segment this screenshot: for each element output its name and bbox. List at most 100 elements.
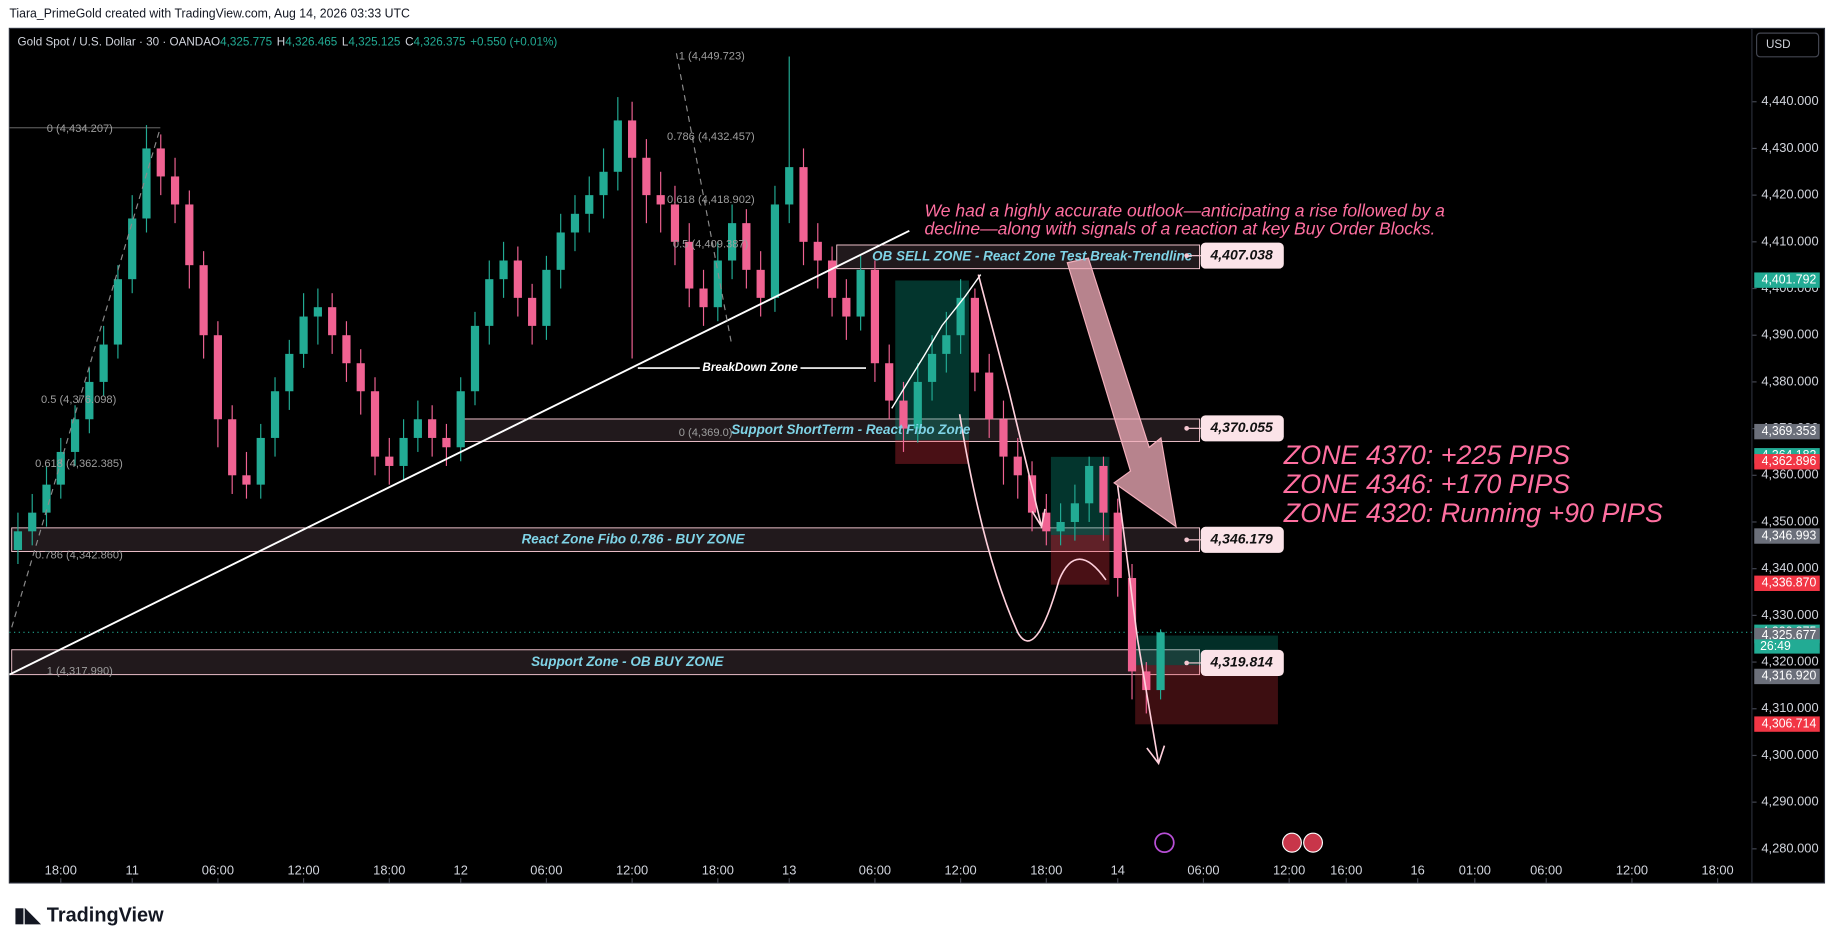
candle-body xyxy=(428,419,437,438)
x-tick-label: 12 xyxy=(454,862,468,877)
price-tag-label: 4,362.896 xyxy=(1762,454,1817,468)
candle-body xyxy=(542,269,551,326)
candle-body xyxy=(399,437,408,466)
trendline xyxy=(8,229,910,676)
fib-trend xyxy=(675,53,733,344)
y-tick-label: 4,320.000 xyxy=(1761,653,1818,668)
currency[interactable]: USD xyxy=(1766,38,1791,51)
long-stop xyxy=(895,440,969,464)
zone-price-box xyxy=(1200,649,1284,676)
currency-button[interactable] xyxy=(1756,32,1820,58)
zone-label: Support ShortTerm - React Fibo Zone xyxy=(731,422,971,437)
candle-body xyxy=(299,316,308,354)
x-tick-label: 13 xyxy=(782,862,796,877)
x-tick-label: 18:00 xyxy=(45,862,77,877)
price-tag xyxy=(1754,423,1820,440)
x-tick-label: 18:00 xyxy=(1030,862,1062,877)
price-tag-label: 4,346.993 xyxy=(1762,528,1817,542)
candle-body xyxy=(685,241,694,289)
candle-body xyxy=(1027,475,1037,513)
candle-body xyxy=(570,213,580,233)
ohlc-value: 4,326.375 xyxy=(414,36,466,49)
candle-body xyxy=(756,269,765,298)
candle-body xyxy=(342,335,351,364)
zone-dot xyxy=(1184,537,1190,543)
price-tag xyxy=(1754,528,1820,544)
candle-body xyxy=(642,157,651,196)
zone-price: 4,346.179 xyxy=(1209,531,1273,547)
candle-body xyxy=(670,204,680,242)
ohlc-key: H xyxy=(277,36,285,49)
candle-body xyxy=(899,400,908,429)
candle-body xyxy=(1113,512,1122,579)
candle-body xyxy=(385,456,394,466)
zone-price-box xyxy=(1200,415,1284,442)
candle-body xyxy=(199,265,208,336)
path-line xyxy=(891,274,982,409)
fib-label: 0.786 (4,342.860) xyxy=(35,549,123,561)
zone-dot xyxy=(1184,253,1190,259)
candle-body xyxy=(328,307,337,336)
y-tick-label: 4,430.000 xyxy=(1761,140,1818,155)
candle-body xyxy=(28,512,37,532)
candle-body xyxy=(856,269,865,317)
candle-body xyxy=(770,204,780,298)
x-tick-label: 12:00 xyxy=(287,862,319,877)
symbol-name: Gold Spot / U.S. Dollar · 30 · OANDA xyxy=(18,36,212,49)
price-tag xyxy=(1754,454,1820,470)
candle-body xyxy=(956,297,965,336)
zone-price: 4,319.814 xyxy=(1209,654,1273,670)
candle-body xyxy=(842,297,851,317)
y-tick-label: 4,360.000 xyxy=(1761,467,1818,482)
zone-label: Support Zone - OB BUY ZONE xyxy=(531,654,724,669)
candle-body xyxy=(742,223,751,270)
candle-body xyxy=(1142,671,1151,691)
zone-price-box xyxy=(1200,242,1284,269)
zone-price: 4,370.055 xyxy=(1209,419,1274,435)
brand: TradingView xyxy=(47,904,164,926)
arrow-down xyxy=(1116,485,1166,766)
comment: We had a highly accurate outlook—anticip… xyxy=(925,200,1446,220)
candle-body xyxy=(113,279,123,345)
candle-body xyxy=(1156,632,1165,691)
candle-body xyxy=(713,260,722,308)
candle-body xyxy=(170,176,180,205)
y-tick-label: 4,340.000 xyxy=(1761,560,1818,575)
candle-body xyxy=(85,381,94,420)
price-tag xyxy=(1754,272,1820,288)
candle-body xyxy=(585,195,594,214)
candle-body xyxy=(599,171,608,196)
price-tag xyxy=(1754,716,1820,732)
ohlc-key: L xyxy=(342,36,349,49)
event-icon[interactable] xyxy=(1303,832,1324,853)
zone-dot xyxy=(1184,425,1190,431)
y-tick-label: 4,440.000 xyxy=(1761,93,1818,108)
candle-body xyxy=(442,437,451,448)
candle-body xyxy=(285,353,294,392)
candle-body xyxy=(213,335,222,420)
x-tick-label: 11 xyxy=(126,862,139,877)
event-icon[interactable] xyxy=(1282,832,1302,853)
candle-body xyxy=(270,391,280,438)
arrow-down xyxy=(977,274,1046,529)
countdown: 26:49 xyxy=(1760,639,1791,653)
event-icon[interactable] xyxy=(1154,832,1175,854)
candle-body xyxy=(513,260,522,298)
candle-body xyxy=(942,335,951,354)
symbol: Gold Spot / U.S. Dollar · 30 · OANDAO4,3… xyxy=(18,36,558,49)
candle-body xyxy=(628,120,637,158)
candle-body xyxy=(656,195,665,205)
zone-dot xyxy=(1184,660,1190,666)
candle-body xyxy=(870,269,880,364)
ohlc-key: C xyxy=(405,36,414,49)
candle-body xyxy=(1085,465,1094,504)
x-tick-label: 16 xyxy=(1411,862,1425,877)
candle-body xyxy=(999,419,1008,457)
price-tag-label: 4,336.870 xyxy=(1762,576,1817,590)
y-tick-label: 4,280.000 xyxy=(1761,840,1818,855)
zone-label: React Zone Fibo 0.786 - BUY ZONE xyxy=(522,531,746,546)
price-tag-label: 4,401.792 xyxy=(1762,272,1817,286)
countdown-bg xyxy=(1754,639,1820,654)
x-tick-label: 06:00 xyxy=(859,862,891,877)
ohlc-value: 4,326.465 xyxy=(285,36,337,49)
